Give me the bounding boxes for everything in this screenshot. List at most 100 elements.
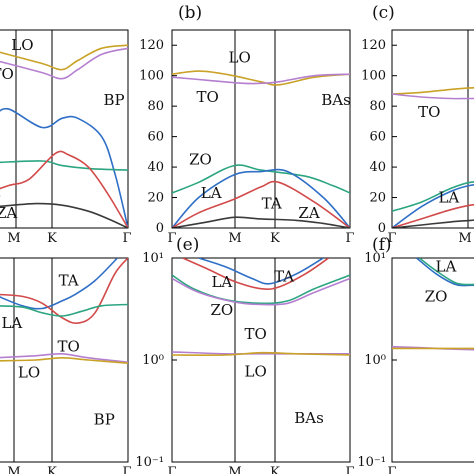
series-la <box>392 203 474 228</box>
mode-label: ZO <box>425 287 448 305</box>
series-la <box>0 150 128 228</box>
x-tick-label: M <box>228 231 241 246</box>
x-tick-label: K <box>47 231 57 246</box>
mode-label: BP <box>94 411 115 429</box>
panel-label: (b) <box>178 3 202 23</box>
series-to <box>392 93 474 100</box>
y-tick-label: 100 <box>361 69 386 84</box>
y-tick-label: 120 <box>361 38 386 53</box>
mode-label: LO <box>229 48 251 66</box>
mode-label: ZA <box>298 204 319 222</box>
series-lo <box>392 86 474 95</box>
x-tick-label: M <box>458 231 471 246</box>
mode-label: LA <box>438 189 459 207</box>
mode-label: LO <box>245 363 267 381</box>
series-ta <box>392 184 474 228</box>
series-to <box>172 73 350 85</box>
mode-label: ZO <box>210 301 233 319</box>
y-tick-label: 10⁻¹ <box>357 455 386 470</box>
mode-label: TO <box>418 103 440 121</box>
y-tick-label: 80 <box>369 99 386 114</box>
series-ta <box>198 258 324 285</box>
series-lo <box>172 70 350 86</box>
y-tick-label: 0 <box>156 221 164 236</box>
y-tick-label: 60 <box>147 130 164 145</box>
series-to <box>0 352 128 364</box>
y-tick-label: 10⁰ <box>142 353 164 368</box>
x-tick-label: Γ <box>345 465 354 474</box>
y-tick-label: 20 <box>369 191 386 206</box>
mode-label: TO <box>245 325 267 343</box>
series-ta <box>0 258 118 310</box>
y-tick-label: 40 <box>369 160 386 175</box>
mode-label: ZA <box>0 204 17 222</box>
x-tick-label: Γ <box>387 231 396 246</box>
x-tick-label: M <box>228 465 241 474</box>
series-ta <box>0 107 128 228</box>
y-tick-label: 10⁰ <box>364 353 386 368</box>
y-tick-label: 40 <box>147 160 164 175</box>
x-tick-label: M <box>7 465 20 474</box>
y-tick-label: 10¹ <box>364 251 386 266</box>
mode-label: TO <box>196 88 218 106</box>
plot-frame <box>171 29 351 229</box>
panel-3: 020406080100120ΓMLTOZLAT(c) <box>361 3 474 246</box>
x-tick-label: Γ <box>122 231 131 246</box>
series-ta <box>172 168 350 228</box>
y-tick-label: 10¹ <box>142 251 164 266</box>
series-lo <box>0 44 128 71</box>
panel-1: MKΓLOTOAZABP <box>0 29 132 246</box>
series-to <box>172 277 350 306</box>
x-tick-label: K <box>270 465 280 474</box>
x-tick-label: Γ <box>167 465 176 474</box>
mode-label: LO <box>18 364 40 382</box>
mode-label: ZO <box>189 150 212 168</box>
panel-5: 10⁻¹ 10⁰ 10¹ Γ M K Γ LA TA ZO TO LO BAs (e) <box>135 235 354 474</box>
y-tick-label: 10⁻¹ <box>135 455 164 470</box>
y-tick-label: 20 <box>147 191 164 206</box>
mode-label: TO <box>0 65 14 83</box>
panel-label: (e) <box>176 235 199 255</box>
mode-label: TA <box>262 195 282 213</box>
series-zo <box>0 303 128 317</box>
y-tick-label: 120 <box>139 38 164 53</box>
plot-frame <box>0 257 129 463</box>
series-lo <box>172 351 350 356</box>
x-tick-label: Γ <box>345 231 354 246</box>
y-tick-label: 0 <box>378 221 386 236</box>
mode-label: LO <box>11 36 33 54</box>
series-zo <box>392 181 474 212</box>
panel-6: 10⁻¹10⁰10¹ΓLATZOTL(f) <box>357 235 474 474</box>
mode-label: LA <box>211 273 232 291</box>
x-tick-label: Γ <box>387 465 396 474</box>
y-tick-label: 100 <box>139 69 164 84</box>
panel-2: 0 20 40 60 80 100 120 Γ M K Γ LO TO ZO LA TA ZA BAs (b) <box>139 3 354 246</box>
compound-label: BP <box>103 91 124 109</box>
mode-label: LA <box>436 257 457 275</box>
series-zo <box>0 160 128 171</box>
series-zo <box>418 258 474 286</box>
mode-label: TO <box>57 338 79 356</box>
panel-label: (f) <box>372 235 392 255</box>
series-za <box>172 216 350 228</box>
x-tick-label: Γ <box>122 465 131 474</box>
series-ta <box>416 258 474 287</box>
mode-label: LA <box>1 314 22 332</box>
series-lo <box>0 356 128 364</box>
series-zo <box>172 164 350 194</box>
series-la <box>172 180 350 228</box>
series-za <box>392 219 474 228</box>
panel-label: (c) <box>372 3 395 23</box>
mode-label: TA <box>59 272 79 290</box>
series-la <box>0 258 128 325</box>
x-tick-label: M <box>7 231 20 246</box>
x-tick-label: K <box>270 231 280 246</box>
series-za <box>0 202 128 228</box>
panel-4: M K Γ TA LA TO LO BP <box>0 257 132 474</box>
compound-label: BAs <box>321 91 351 109</box>
y-tick-label: 60 <box>369 130 386 145</box>
mode-label: TA <box>274 267 294 285</box>
plot-frame <box>391 29 474 229</box>
x-tick-label: Γ <box>167 231 176 246</box>
